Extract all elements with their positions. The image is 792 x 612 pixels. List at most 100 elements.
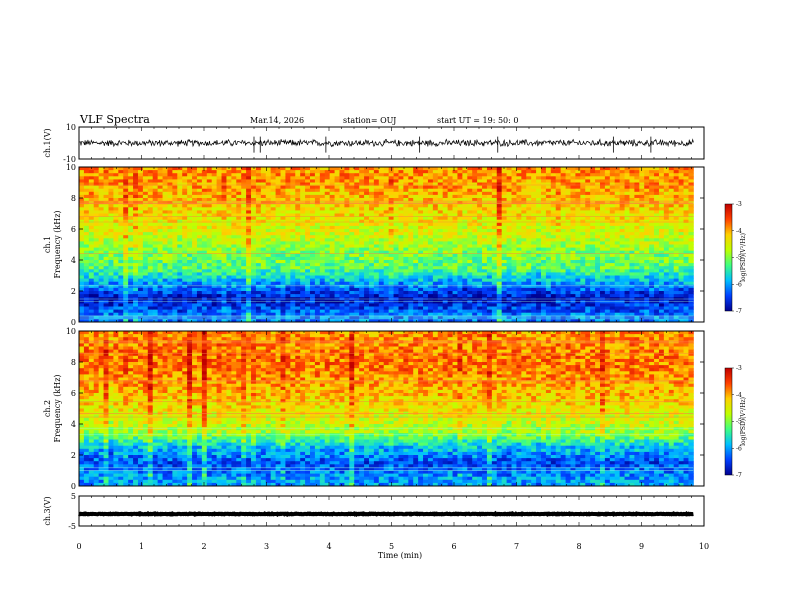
spectrogram-cell bbox=[477, 176, 483, 180]
spectrogram-cell bbox=[452, 167, 458, 171]
spectrogram-cell bbox=[462, 182, 468, 186]
spectrogram-cell bbox=[457, 278, 463, 283]
spectrogram-cell bbox=[482, 191, 488, 196]
spectrogram-cell bbox=[177, 219, 183, 224]
spectrogram-cell bbox=[511, 188, 517, 193]
spectrogram-cell bbox=[364, 194, 370, 199]
spectrogram-cell bbox=[516, 216, 522, 221]
spectrogram-cell bbox=[300, 191, 306, 196]
spectrogram-cell bbox=[98, 185, 104, 190]
spectrogram-cell bbox=[427, 281, 434, 286]
spectrogram-cell bbox=[437, 229, 444, 233]
spectrogram-cell bbox=[432, 247, 439, 252]
spectrogram-cell bbox=[427, 284, 434, 289]
spectrogram-cell bbox=[541, 263, 547, 267]
spectrogram-cell bbox=[334, 284, 340, 289]
spectrogram-cell bbox=[447, 179, 453, 183]
spectrogram-cell bbox=[226, 269, 232, 273]
spectrogram-cell bbox=[167, 201, 173, 205]
spectrogram-cell bbox=[260, 260, 267, 264]
spectrogram-cell bbox=[108, 204, 114, 208]
spectrogram-cell bbox=[118, 269, 124, 273]
spectrogram-cell bbox=[93, 291, 100, 295]
spectrogram-cell bbox=[486, 185, 493, 190]
spectrogram-cell bbox=[437, 281, 444, 286]
spectrogram-cell bbox=[118, 191, 124, 196]
spectrogram-cell bbox=[83, 253, 90, 258]
spectrogram-cell bbox=[187, 263, 193, 267]
spectrogram-cell bbox=[383, 287, 390, 292]
spectrogram-cell bbox=[93, 213, 100, 217]
spectrogram-cell bbox=[364, 284, 370, 289]
spectrogram-cell bbox=[83, 284, 90, 289]
spectrogram-cell bbox=[167, 291, 173, 295]
spectrogram-cell bbox=[251, 312, 257, 317]
spectrogram-cell bbox=[113, 309, 119, 314]
spectrogram-cell bbox=[545, 281, 552, 286]
spectrogram-cell bbox=[472, 275, 478, 279]
spectrogram-cell bbox=[329, 235, 335, 239]
spectrogram-cell bbox=[275, 241, 281, 245]
spectrogram-cell bbox=[201, 272, 208, 276]
spectrogram-cell bbox=[378, 219, 385, 224]
spectrogram-cell bbox=[521, 204, 527, 208]
spectrogram-cell bbox=[133, 318, 139, 323]
spectrogram-cell bbox=[290, 287, 296, 292]
spectrogram-cell bbox=[531, 253, 537, 258]
spectrogram-cell bbox=[152, 219, 159, 224]
spectrogram-cell bbox=[491, 260, 498, 264]
spectrogram-cell bbox=[206, 225, 213, 230]
spectrogram-cell bbox=[359, 222, 365, 227]
spectrogram-cell bbox=[393, 235, 399, 239]
spectrogram-cell bbox=[79, 188, 85, 193]
spectrogram-cell bbox=[359, 232, 365, 236]
spectrogram-cell bbox=[545, 201, 552, 205]
spectrogram-cell bbox=[221, 300, 227, 304]
spectrogram-cell bbox=[162, 318, 168, 323]
spectrogram-cell bbox=[319, 182, 326, 186]
spectrogram-cell bbox=[418, 167, 424, 171]
spectrogram-cell bbox=[142, 300, 149, 304]
spectrogram-cell bbox=[123, 188, 129, 193]
spectrogram-cell bbox=[506, 260, 512, 264]
spectrogram-cell bbox=[251, 306, 257, 310]
spectrogram-cell bbox=[128, 278, 134, 283]
spectrogram-cell bbox=[486, 191, 493, 196]
spectrogram-cell bbox=[555, 222, 562, 227]
spectrogram-cell bbox=[128, 210, 134, 214]
spectrogram-cell bbox=[378, 216, 385, 221]
spectrogram-cell bbox=[486, 253, 493, 258]
spectrogram-cell bbox=[339, 266, 345, 270]
spectrogram-cell bbox=[413, 210, 419, 214]
spectrogram-cell bbox=[260, 294, 267, 298]
spectrogram-cell bbox=[427, 198, 434, 202]
spectrogram-cell bbox=[314, 241, 321, 245]
spectrogram-cell bbox=[157, 291, 163, 295]
spectrogram-cell bbox=[167, 278, 173, 283]
spectrogram-cell bbox=[398, 318, 404, 323]
spectrogram-cell bbox=[133, 213, 139, 217]
spectrogram-cell bbox=[550, 291, 557, 295]
spectrogram-cell bbox=[192, 210, 198, 214]
spectrogram-cell bbox=[482, 303, 488, 307]
spectrogram-cell bbox=[526, 309, 532, 314]
spectrogram-cell bbox=[486, 275, 493, 279]
spectrogram-cell bbox=[280, 179, 286, 183]
spectrogram-cell bbox=[373, 256, 380, 261]
spectrogram-cell bbox=[295, 188, 301, 193]
spectrogram-cell bbox=[344, 238, 350, 242]
spectrogram-cell bbox=[98, 213, 104, 217]
spectrogram-cell bbox=[211, 238, 218, 242]
spectrogram-cell bbox=[511, 272, 517, 276]
spectrogram-cell bbox=[108, 291, 114, 295]
spectrogram-cell bbox=[285, 222, 291, 227]
spectrogram-cell bbox=[93, 225, 100, 230]
spectrogram-cell bbox=[290, 275, 296, 279]
spectrogram-cell bbox=[555, 170, 562, 174]
spectrogram-cell bbox=[349, 244, 355, 248]
spectrogram-cell bbox=[432, 232, 439, 236]
spectrogram-cell bbox=[187, 244, 193, 248]
spectrogram-cell bbox=[103, 225, 109, 230]
spectrogram-cell bbox=[501, 176, 508, 180]
spectrogram-cell bbox=[334, 194, 340, 199]
